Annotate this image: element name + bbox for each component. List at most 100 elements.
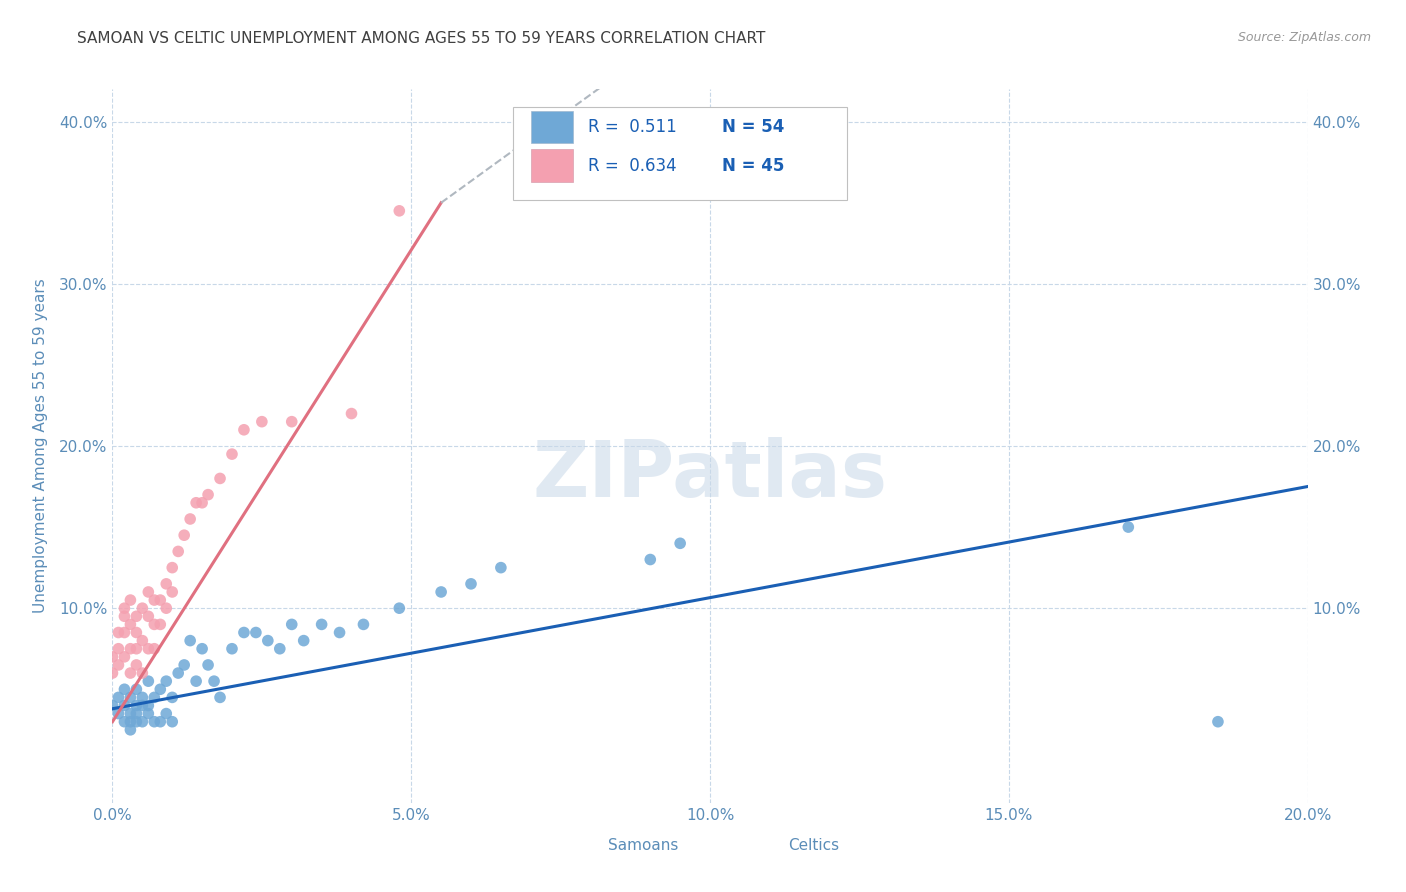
Point xyxy=(353,617,375,632)
Text: Samoans: Samoans xyxy=(609,838,679,853)
Point xyxy=(131,690,153,705)
Point xyxy=(162,690,183,705)
Bar xyxy=(747,833,779,860)
Point xyxy=(125,625,148,640)
Point xyxy=(114,609,135,624)
Point xyxy=(131,601,153,615)
Point xyxy=(114,698,135,713)
Text: SAMOAN VS CELTIC UNEMPLOYMENT AMONG AGES 55 TO 59 YEARS CORRELATION CHART: SAMOAN VS CELTIC UNEMPLOYMENT AMONG AGES… xyxy=(77,31,766,46)
Point xyxy=(340,407,363,421)
Bar xyxy=(531,150,572,182)
Point xyxy=(101,698,124,713)
Point xyxy=(138,706,160,721)
Point xyxy=(120,723,142,737)
Point xyxy=(388,601,411,615)
Point xyxy=(221,641,243,656)
Point xyxy=(197,657,219,672)
Text: R =  0.511: R = 0.511 xyxy=(588,118,676,136)
Point xyxy=(209,690,232,705)
Point xyxy=(460,577,482,591)
Point xyxy=(125,706,148,721)
Text: Source: ZipAtlas.com: Source: ZipAtlas.com xyxy=(1237,31,1371,45)
Point xyxy=(107,657,129,672)
Point xyxy=(149,593,172,607)
Point xyxy=(120,714,142,729)
Point xyxy=(186,496,208,510)
Point xyxy=(292,633,315,648)
Point xyxy=(209,471,232,485)
Point xyxy=(138,641,160,656)
Point xyxy=(155,674,177,689)
Point xyxy=(120,666,142,681)
Point xyxy=(114,625,135,640)
FancyBboxPatch shape xyxy=(513,107,848,200)
Point xyxy=(120,617,142,632)
Point xyxy=(143,593,166,607)
Point xyxy=(101,666,124,681)
Point xyxy=(167,666,190,681)
Point xyxy=(281,415,304,429)
Point xyxy=(173,657,195,672)
Point xyxy=(138,609,160,624)
Point xyxy=(162,585,183,599)
Point xyxy=(155,601,177,615)
Point xyxy=(155,706,177,721)
Point xyxy=(233,625,256,640)
Point xyxy=(101,649,124,664)
Point xyxy=(114,649,135,664)
Text: Celtics: Celtics xyxy=(787,838,839,853)
Point xyxy=(1118,520,1140,534)
Point xyxy=(125,609,148,624)
Point xyxy=(149,617,172,632)
Point xyxy=(149,682,172,697)
Point xyxy=(125,714,148,729)
Point xyxy=(131,633,153,648)
Point xyxy=(114,601,135,615)
Point xyxy=(197,488,219,502)
Point xyxy=(191,496,214,510)
Point xyxy=(143,714,166,729)
Point xyxy=(125,698,148,713)
Point xyxy=(155,577,177,591)
Point xyxy=(167,544,190,558)
Point xyxy=(125,682,148,697)
Text: ZIPatlas: ZIPatlas xyxy=(533,436,887,513)
Point xyxy=(191,641,214,656)
Text: N = 45: N = 45 xyxy=(723,157,785,175)
Text: R =  0.634: R = 0.634 xyxy=(588,157,676,175)
Point xyxy=(162,560,183,574)
Point xyxy=(162,714,183,729)
Point xyxy=(311,617,333,632)
Point xyxy=(186,674,208,689)
Point xyxy=(131,666,153,681)
Point xyxy=(245,625,267,640)
Point xyxy=(143,641,166,656)
Point xyxy=(125,641,148,656)
Point xyxy=(107,625,129,640)
Point xyxy=(143,690,166,705)
Bar xyxy=(567,833,600,860)
Point xyxy=(149,714,172,729)
Point xyxy=(281,617,304,632)
Point xyxy=(233,423,256,437)
Point xyxy=(179,512,201,526)
Point xyxy=(388,203,411,218)
Point xyxy=(114,682,135,697)
Point xyxy=(114,714,135,729)
Point xyxy=(138,698,160,713)
Point xyxy=(120,593,142,607)
Point xyxy=(125,657,148,672)
Bar xyxy=(531,111,572,143)
Point xyxy=(120,706,142,721)
Point xyxy=(250,415,273,429)
Point xyxy=(107,641,129,656)
Point xyxy=(107,706,129,721)
Point xyxy=(131,714,153,729)
Point xyxy=(329,625,352,640)
Point xyxy=(221,447,243,461)
Point xyxy=(179,633,201,648)
Point xyxy=(257,633,280,648)
Point xyxy=(138,674,160,689)
Point xyxy=(143,617,166,632)
Point xyxy=(640,552,662,566)
